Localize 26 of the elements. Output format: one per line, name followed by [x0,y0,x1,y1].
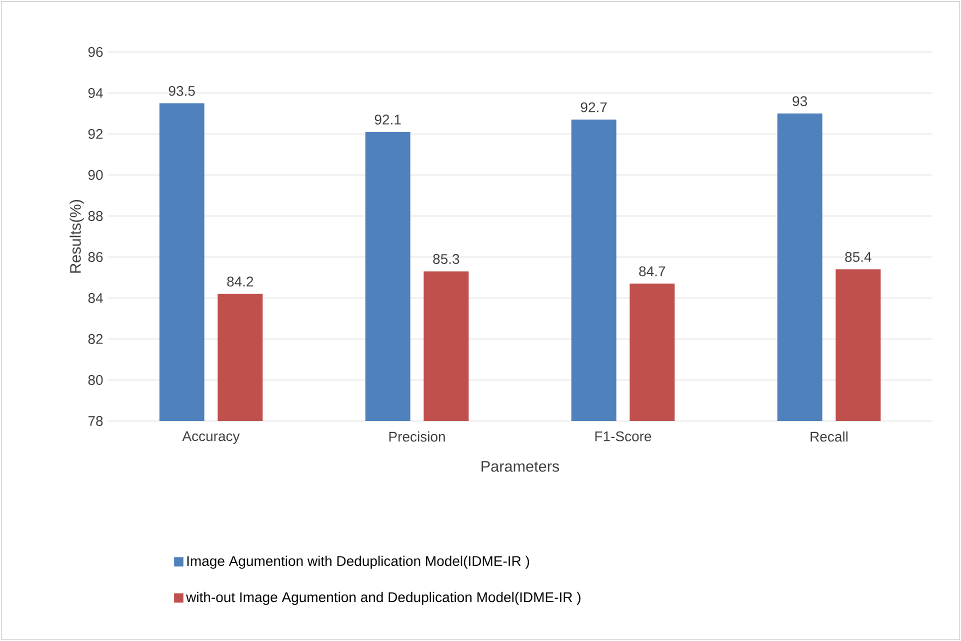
y-tick-label: 90 [88,170,103,180]
data-label: 93.5 [168,86,195,96]
y-tick-label: 96 [88,47,103,57]
legend-label: with-out Image Agumention and Deduplication Model(IDME-IR ) [186,592,580,605]
data-label: 85.3 [433,254,460,264]
data-label: 92.1 [374,114,401,125]
x-tick-label: Accuracy [182,431,240,444]
x-tick-label: Precision [389,431,445,442]
y-tick-label: 86 [88,252,103,262]
y-tick-label: 94 [88,88,103,98]
y-tick-label: 78 [88,416,103,426]
legend-label: Image Agumention with Deduplication Model(IDME-IR ) [187,556,530,569]
data-label: 84.2 [227,276,254,287]
x-tick-label: Recall [810,431,848,442]
y-tick-label: 84 [88,293,103,303]
y-tick-label: 82 [88,334,103,344]
data-label: 93 [792,96,808,106]
y-tick-label: 92 [88,129,103,139]
data-label: 84.7 [639,266,666,276]
x-tick-label: F1-Score [595,431,652,442]
data-label: 92.7 [580,102,607,112]
data-label: 85.4 [845,252,872,262]
y-tick-label: 88 [88,211,103,221]
y-axis-title: Results(%) [70,200,84,273]
x-axis-title: Parameters [482,461,560,472]
y-tick-label: 80 [88,375,103,385]
